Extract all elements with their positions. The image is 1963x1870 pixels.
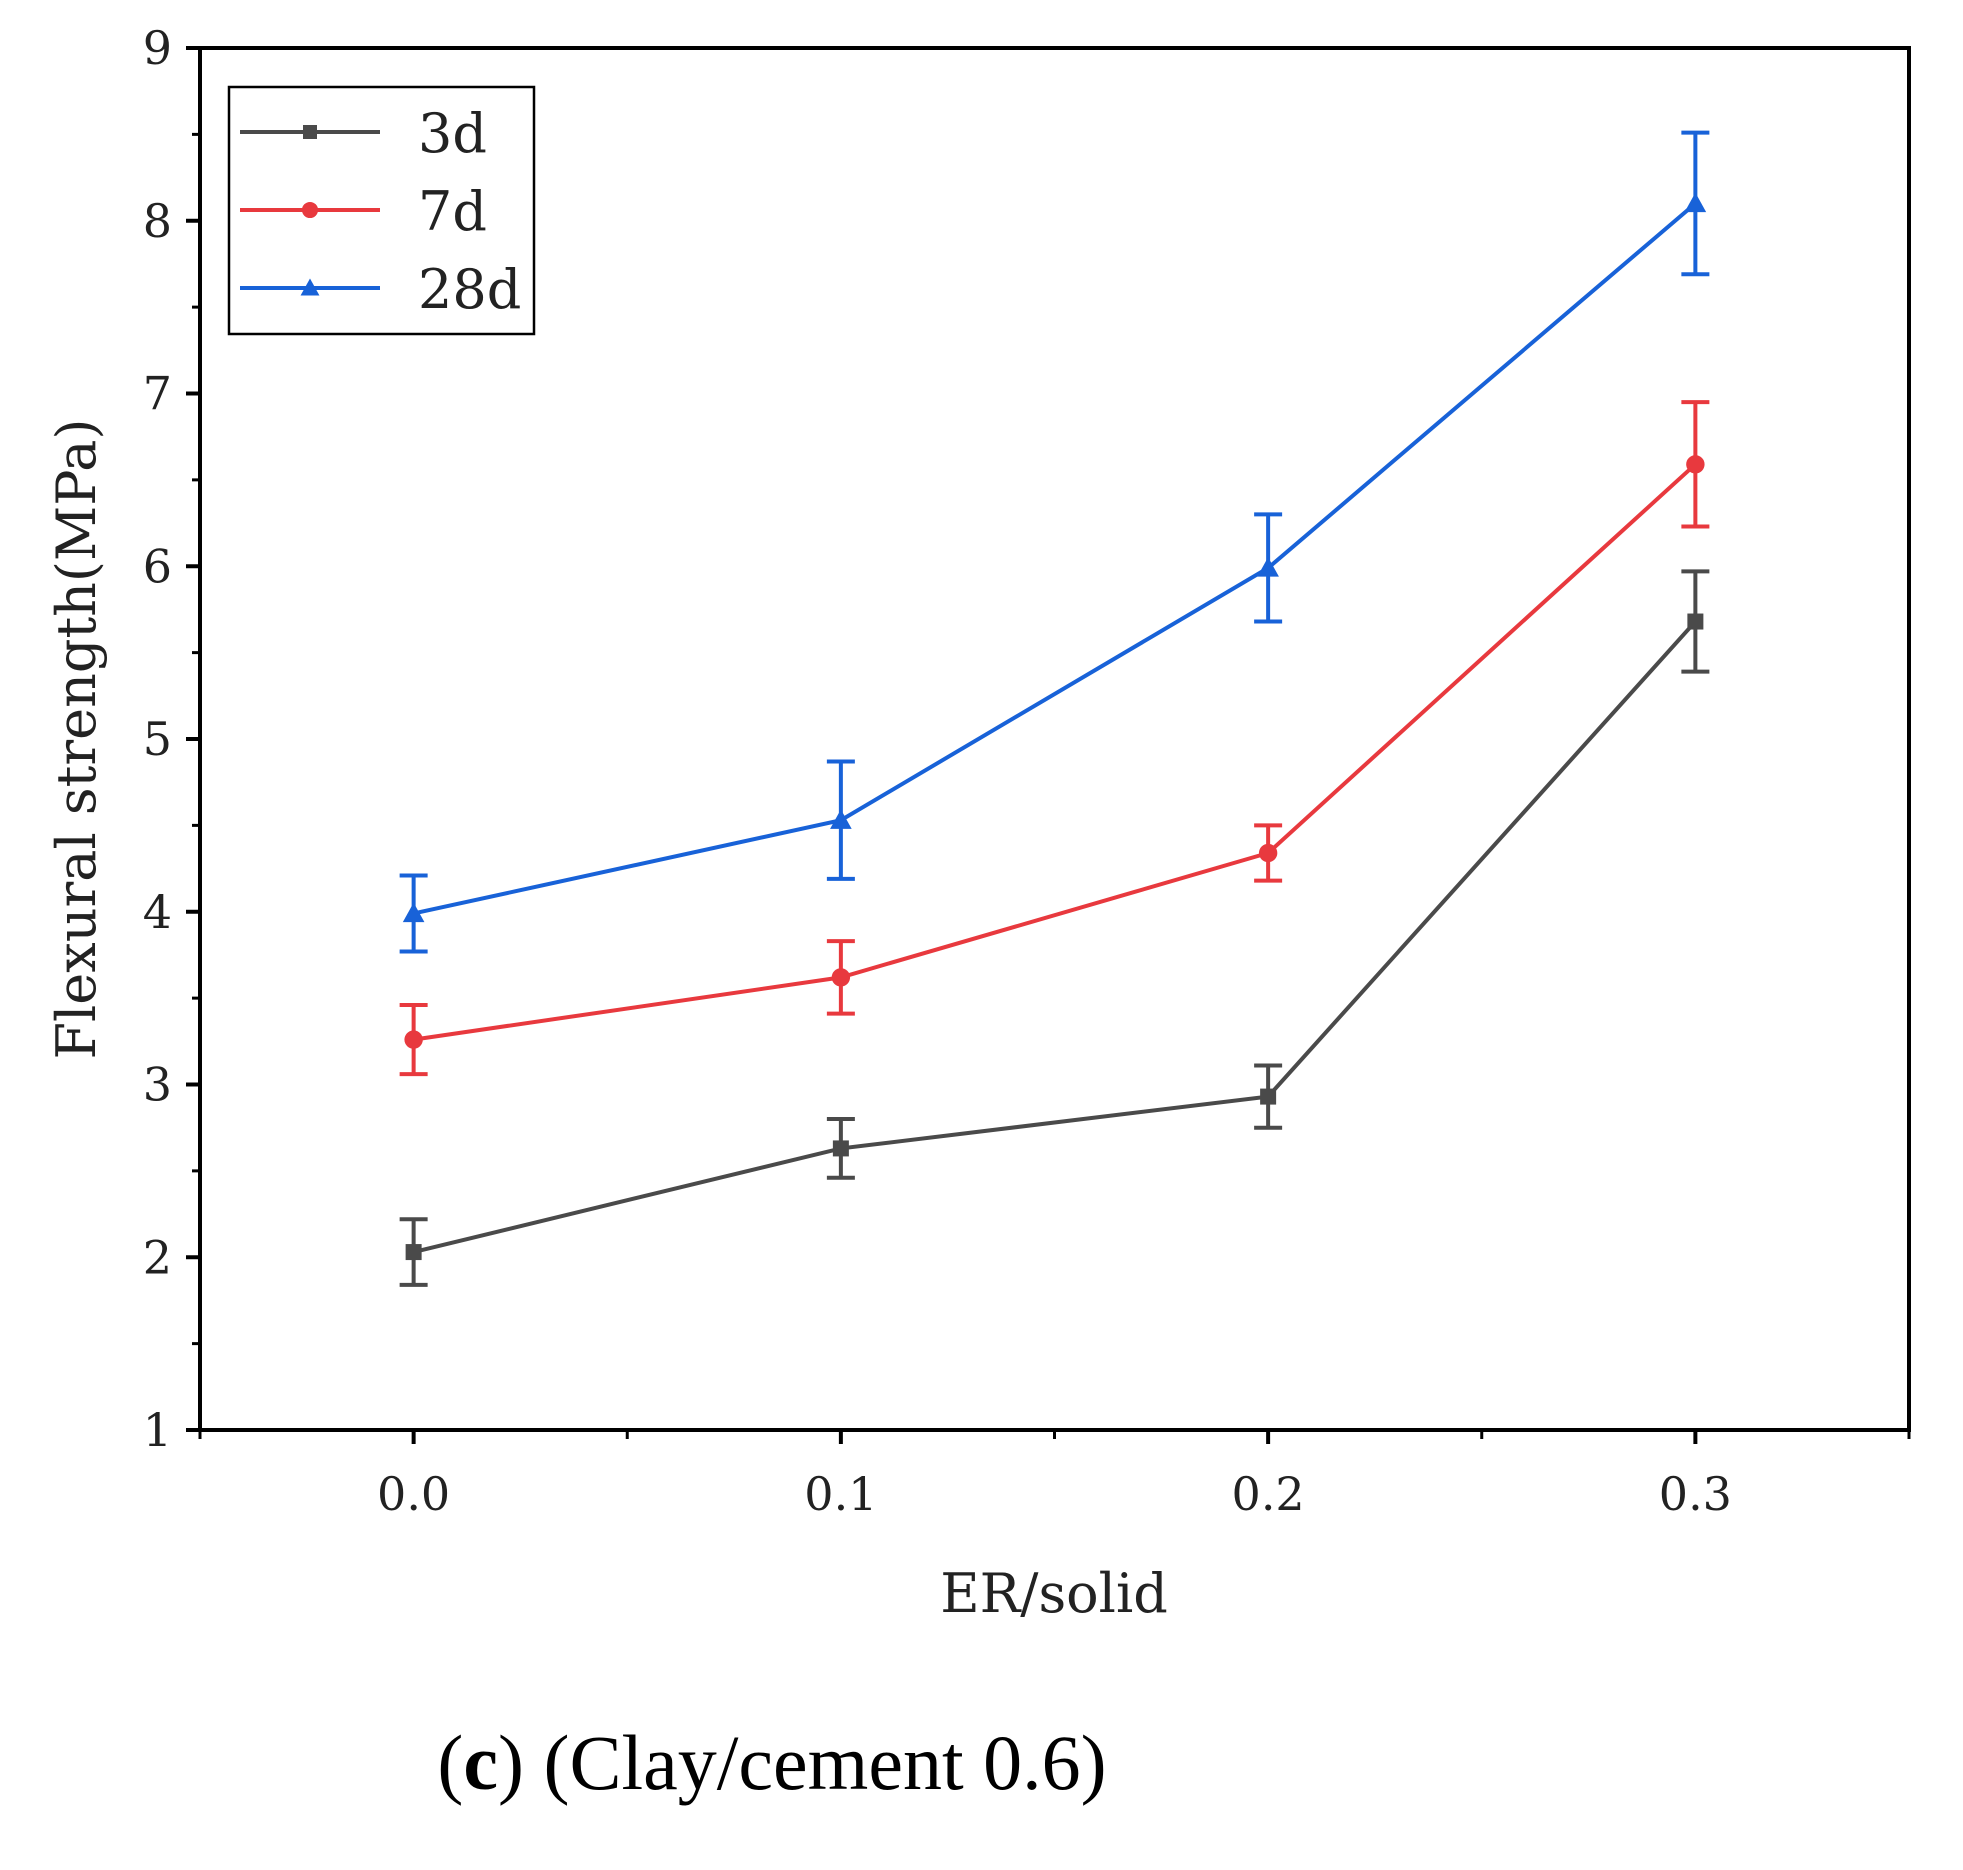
legend-item-7d: 7d <box>240 180 487 243</box>
caption-label: c <box>463 1719 498 1806</box>
caption-text: (Clay/cement 0.6) <box>524 1719 1107 1806</box>
y-tick-label-7: 7 <box>143 367 172 421</box>
x-tick-label-0.1: 0.1 <box>804 1467 877 1521</box>
data-point-3d-0.2 <box>1260 1088 1277 1105</box>
legend-marker-28d <box>300 278 320 296</box>
figure-caption: (c) (Clay/cement 0.6) <box>437 1719 1106 1806</box>
x-tick-label-0.2: 0.2 <box>1232 1467 1305 1521</box>
data-point-3d-0.1 <box>832 1140 849 1157</box>
y-tick-label-8: 8 <box>143 194 172 248</box>
data-point-7d-0.0 <box>404 1030 423 1049</box>
data-point-28d-0.2 <box>1257 557 1279 577</box>
legend-item-28d: 28d <box>240 258 521 321</box>
caption-close-paren: ) <box>498 1719 524 1806</box>
data-point-7d-0.2 <box>1258 843 1278 863</box>
data-point-28d-0.3 <box>1684 192 1707 213</box>
y-tick-label-9: 9 <box>143 21 172 75</box>
legend-marker-7d <box>301 201 319 219</box>
caption-open-paren: ( <box>437 1719 463 1806</box>
y-tick-label-1: 1 <box>143 1403 172 1457</box>
x-axis-title: ER/solid <box>940 1562 1168 1625</box>
y-tick-label-5: 5 <box>143 712 172 766</box>
data-point-3d-0.0 <box>405 1244 422 1261</box>
y-tick-label-2: 2 <box>143 1230 172 1284</box>
x-axis-ticks: 0.0 0.1 0.2 0.3 <box>198 1430 1911 1521</box>
series-3d <box>399 569 1710 1287</box>
legend-marker-3d <box>303 125 317 139</box>
legend-label-28d: 28d <box>418 258 521 321</box>
legend: 3d 7d 28d <box>227 85 536 336</box>
x-tick-label-0.3: 0.3 <box>1659 1467 1732 1521</box>
series-line-28d <box>413 201 1697 916</box>
legend-item-3d: 3d <box>240 102 487 165</box>
x-tick-label-0.0: 0.0 <box>377 1467 450 1521</box>
series-28d <box>399 130 1710 954</box>
legend-label-7d: 7d <box>418 180 487 243</box>
data-point-7d-0.1 <box>831 968 851 987</box>
series-layer <box>399 130 1710 1287</box>
data-point-3d-0.3 <box>1687 613 1704 630</box>
y-tick-label-3: 3 <box>143 1058 172 1112</box>
series-line-7d <box>413 462 1697 1042</box>
data-point-28d-0.1 <box>830 809 852 829</box>
y-axis-ticks: 1 2 3 4 5 6 7 8 9 <box>143 21 200 1457</box>
legend-label-3d: 3d <box>418 102 487 165</box>
y-axis-title: Flexural strength(MPa) <box>45 419 108 1060</box>
data-point-28d-0.0 <box>402 902 425 923</box>
y-tick-label-6: 6 <box>143 539 172 593</box>
data-point-7d-0.3 <box>1686 455 1705 474</box>
y-tick-label-4: 4 <box>143 885 172 939</box>
series-line-3d <box>413 620 1697 1255</box>
series-7d <box>399 400 1710 1077</box>
legend-items: 3d 7d 28d <box>240 102 521 321</box>
